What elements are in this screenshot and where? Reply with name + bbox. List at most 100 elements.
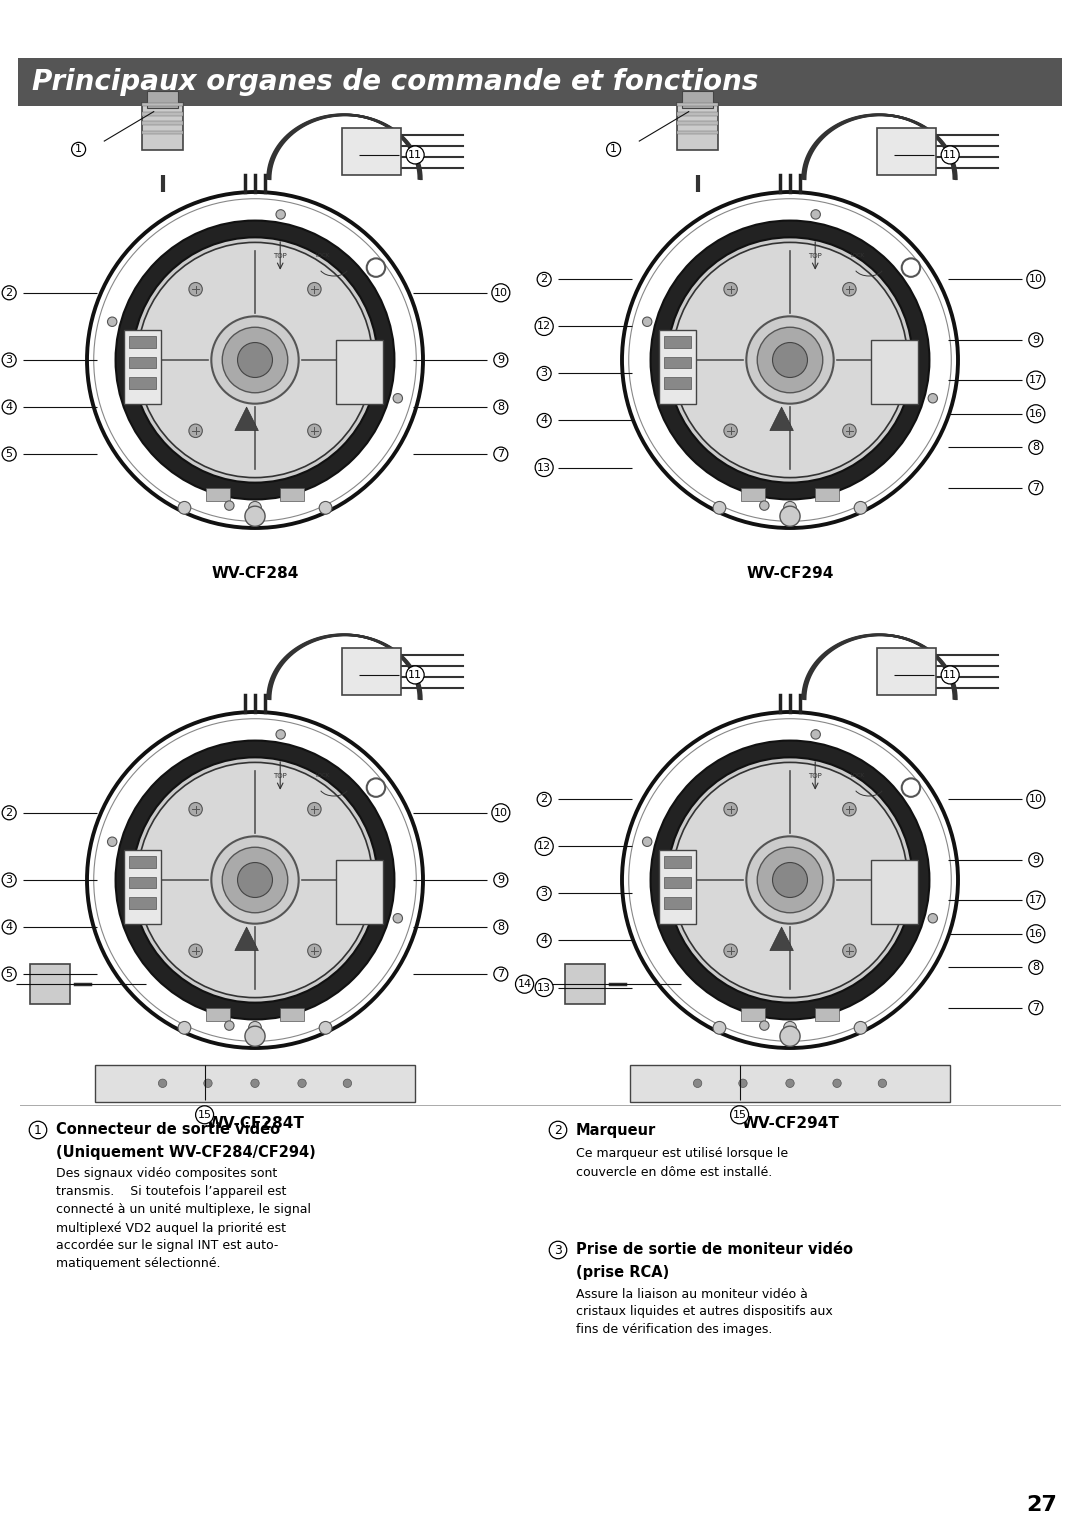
Bar (677, 103, 718, 150)
Bar (129, 377, 156, 388)
Circle shape (238, 863, 272, 897)
Circle shape (780, 506, 800, 526)
Text: WV-CF294T: WV-CF294T (741, 1116, 839, 1130)
Text: 17: 17 (1029, 376, 1043, 385)
Text: 11: 11 (943, 670, 957, 681)
Circle shape (178, 501, 191, 514)
Text: 15: 15 (198, 1110, 212, 1119)
Circle shape (673, 242, 907, 478)
Bar (815, 1007, 839, 1021)
Circle shape (320, 1021, 332, 1035)
Text: multiplexé VD2 auquel la priorité est: multiplexé VD2 auquel la priorité est (56, 1222, 286, 1234)
Circle shape (189, 802, 202, 816)
Text: Principaux organes de commande et fonctions: Principaux organes de commande et foncti… (32, 67, 758, 97)
Circle shape (759, 1021, 769, 1030)
Bar (143, 130, 183, 133)
Circle shape (878, 1079, 887, 1087)
Text: 7: 7 (497, 449, 504, 458)
Text: WV-CF294: WV-CF294 (746, 566, 834, 581)
Text: Prise de sortie de moniteur vidéo: Prise de sortie de moniteur vidéo (576, 1243, 853, 1257)
Text: 8: 8 (497, 402, 504, 412)
Text: 12: 12 (537, 842, 551, 851)
Text: 1: 1 (610, 144, 617, 155)
Text: 2: 2 (554, 1124, 562, 1136)
Text: 1: 1 (76, 144, 82, 155)
Bar (683, 90, 713, 107)
Bar (877, 129, 936, 175)
Text: 8: 8 (1032, 963, 1039, 972)
Text: cristaux liquides et autres dispositifs aux: cristaux liquides et autres dispositifs … (576, 1306, 833, 1318)
Circle shape (854, 1021, 867, 1035)
Circle shape (276, 730, 285, 739)
Circle shape (308, 282, 321, 296)
Circle shape (667, 238, 913, 483)
Text: 4: 4 (5, 921, 13, 932)
Circle shape (772, 863, 808, 897)
Text: Marqueur: Marqueur (576, 1122, 657, 1137)
Bar (148, 90, 178, 107)
Circle shape (746, 837, 834, 924)
Bar (30, 964, 70, 1004)
FancyBboxPatch shape (18, 58, 1062, 106)
Bar (664, 377, 691, 388)
Text: 14: 14 (517, 980, 531, 989)
Circle shape (724, 802, 738, 816)
Text: 3: 3 (554, 1243, 562, 1257)
Bar (336, 340, 382, 403)
Text: Des signaux vidéo composites sont: Des signaux vidéo composites sont (56, 1168, 278, 1180)
Text: LOCK: LOCK (315, 253, 329, 259)
Circle shape (137, 242, 373, 478)
Circle shape (159, 1079, 166, 1087)
Bar (143, 121, 183, 124)
Text: 2: 2 (5, 808, 13, 817)
Circle shape (724, 944, 738, 958)
Text: 3: 3 (541, 889, 548, 898)
Bar (677, 103, 718, 106)
Circle shape (116, 221, 394, 500)
Text: (prise RCA): (prise RCA) (576, 1265, 670, 1280)
Polygon shape (234, 927, 258, 950)
Text: TOP: TOP (808, 253, 822, 259)
Circle shape (739, 1079, 747, 1087)
Text: Connecteur de sortie vidéo: Connecteur de sortie vidéo (56, 1122, 280, 1137)
Text: TOP: TOP (273, 253, 287, 259)
Circle shape (724, 425, 738, 437)
Bar (815, 487, 839, 501)
Text: matiquement sélectionné.: matiquement sélectionné. (56, 1257, 220, 1271)
Text: 27: 27 (1027, 1495, 1057, 1515)
Bar (124, 849, 161, 924)
Circle shape (724, 282, 738, 296)
Text: 5: 5 (5, 449, 13, 458)
Text: 12: 12 (537, 322, 551, 331)
Circle shape (757, 848, 823, 912)
Circle shape (248, 501, 261, 514)
Text: TOP: TOP (273, 773, 287, 779)
Text: 13: 13 (537, 983, 551, 992)
Bar (664, 857, 691, 868)
Circle shape (204, 1079, 212, 1087)
Circle shape (189, 425, 202, 437)
Circle shape (225, 501, 234, 510)
Circle shape (343, 1079, 352, 1087)
Circle shape (308, 802, 321, 816)
Circle shape (786, 1079, 794, 1087)
Circle shape (650, 221, 930, 500)
Bar (129, 877, 156, 889)
Text: 9: 9 (497, 356, 504, 365)
Circle shape (251, 1079, 259, 1087)
Text: 16: 16 (1029, 929, 1043, 938)
Polygon shape (770, 408, 794, 431)
Circle shape (393, 394, 403, 403)
Text: 9: 9 (1032, 855, 1039, 865)
Bar (677, 121, 718, 124)
Text: 1: 1 (35, 1124, 42, 1136)
Bar (664, 357, 691, 368)
Text: 4: 4 (5, 402, 13, 412)
Circle shape (393, 914, 403, 923)
Circle shape (367, 779, 386, 797)
Bar (870, 340, 918, 403)
Circle shape (245, 506, 265, 526)
Text: 11: 11 (943, 150, 957, 159)
Text: accordée sur le signal INT est auto-: accordée sur le signal INT est auto- (56, 1240, 279, 1252)
Circle shape (650, 740, 930, 1019)
